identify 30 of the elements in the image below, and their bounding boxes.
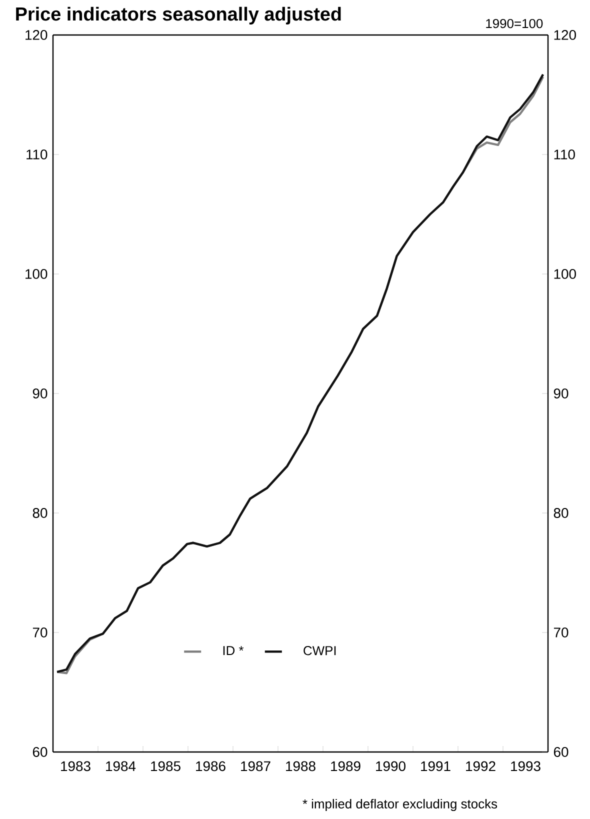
y-tick-label: 70 — [32, 628, 48, 638]
y2-tick-label: 120 — [554, 30, 576, 40]
x-tick-label: 1990 — [376, 761, 406, 772]
y2-tick-label: 80 — [554, 508, 568, 518]
y-tick-label: 120 — [26, 30, 48, 40]
text: * implied deflator excluding stocks — [302, 798, 498, 812]
y2-tick-label: 70 — [554, 628, 568, 638]
x-tick-label: 1983 — [61, 761, 90, 772]
y-tick-label: 80 — [32, 508, 48, 518]
x-tick-label: 1986 — [196, 761, 226, 772]
y-tick-label: 90 — [32, 388, 48, 398]
x-tick-label: 1993 — [511, 761, 540, 772]
legend-label: CWPI — [304, 646, 336, 656]
x-tick-label: 1989 — [331, 761, 360, 772]
x-tick-label: 1992 — [466, 761, 496, 772]
legend-label: ID * — [223, 646, 244, 656]
x-tick-label: 1991 — [421, 761, 450, 772]
y2-tick-label: 100 — [554, 269, 576, 279]
y-tick-label: 100 — [26, 269, 48, 279]
y2-tick-label: 60 — [554, 747, 568, 757]
x-tick-label: 1988 — [286, 761, 316, 772]
text: 1990=100 — [486, 18, 543, 28]
y-tick-label: 60 — [32, 747, 48, 757]
x-tick-label: 1984 — [106, 761, 136, 772]
x-tick-label: 1985 — [151, 761, 180, 772]
x-tick-label: 1987 — [241, 761, 270, 772]
y-tick-label: 110 — [26, 150, 48, 160]
y2-tick-label: 110 — [554, 150, 575, 160]
y2-tick-label: 90 — [554, 388, 568, 398]
chart-title: Price indicators seasonally adjusted — [16, 6, 341, 24]
